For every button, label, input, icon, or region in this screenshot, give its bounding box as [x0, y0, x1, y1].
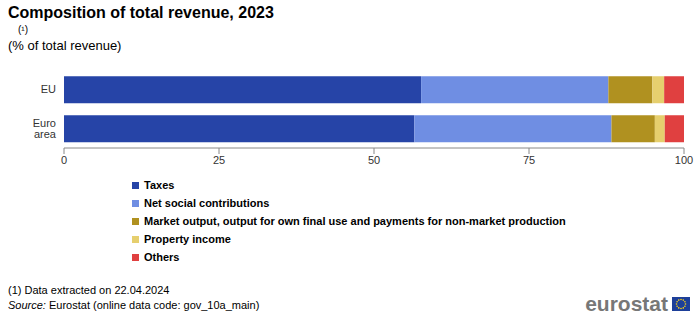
- svg-text:100: 100: [675, 154, 692, 166]
- svg-text:Euroarea: Euroarea: [33, 117, 57, 140]
- html-text:Market output, output for own: Market output, output for own final use …: [144, 215, 566, 227]
- svg-text:25: 25: [213, 154, 225, 166]
- svg-text:50: 50: [368, 154, 380, 166]
- svg-text:0: 0: [61, 154, 67, 166]
- html-text:eurostat: eurostat: [585, 292, 668, 315]
- html-text:(1) Data extracted on 22.04.20: (1) Data extracted on 22.04.2024: [8, 284, 170, 296]
- html-text:Composition of total revenue,: Composition of total revenue, 2023: [8, 4, 274, 21]
- svg-text:EU: EU: [41, 83, 56, 95]
- html-text:(¹): (¹): [18, 24, 28, 35]
- html-text:Taxes: Taxes: [144, 179, 175, 191]
- html-text:Source: Eurostat (online data: Source: Eurostat (online data code: gov_…: [8, 299, 260, 311]
- html-text:(% of total revenue): (% of total revenue): [8, 38, 122, 53]
- svg-text:75: 75: [523, 154, 535, 166]
- html-text:Net social contributions: Net social contributions: [144, 197, 270, 209]
- html-text:Others: Others: [144, 251, 180, 263]
- html-text:Property income: Property income: [144, 233, 231, 245]
